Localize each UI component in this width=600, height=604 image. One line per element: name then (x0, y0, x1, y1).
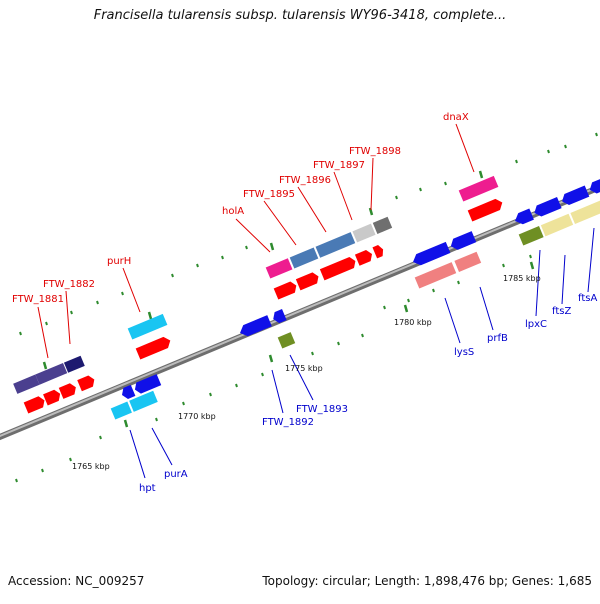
outer-ticks-bottom (15, 254, 532, 483)
gene-label-ftw-1898[interactable]: FTW_1898 (349, 146, 401, 157)
gene-hpt-arrow[interactable] (120, 384, 136, 401)
gene-hpt-block[interactable] (110, 401, 132, 420)
gene-blue-1[interactable] (133, 374, 162, 395)
gene-label-purh[interactable]: purH (107, 256, 131, 267)
gene-red-2[interactable] (43, 388, 62, 406)
outer-ticks-top (19, 132, 598, 336)
gene-ftsa-block[interactable] (570, 199, 600, 225)
gene-label-ftw-1882[interactable]: FTW_1882 (43, 279, 95, 290)
gene-ftw-1898-block[interactable] (372, 216, 393, 234)
gene-red-6[interactable] (273, 280, 299, 300)
gene-blue-3[interactable] (532, 197, 562, 218)
gene-label-ftw-1881[interactable]: FTW_1881 (12, 294, 64, 305)
scale-label-1770: 1770 kbp (178, 412, 216, 421)
scale-label-1765: 1765 kbp (72, 462, 110, 471)
genes-reverse (110, 177, 600, 420)
gene-red-5[interactable] (135, 335, 173, 360)
gene-ftw-1892-arrow[interactable] (238, 315, 272, 338)
gene-label-pura[interactable]: purA (164, 469, 188, 480)
gene-ftw-1883-block[interactable] (63, 355, 85, 373)
gene-red-10[interactable] (372, 244, 385, 259)
gene-red-9[interactable] (354, 248, 374, 266)
gene-dnax-block[interactable] (458, 175, 499, 202)
gene-red-4[interactable] (77, 374, 96, 392)
scale-label-1780: 1780 kbp (394, 318, 432, 327)
gene-label-ftsa[interactable]: ftsA (578, 293, 597, 304)
gene-label-ftw-1893[interactable]: FTW_1893 (296, 404, 348, 415)
gene-label-ftw-1895[interactable]: FTW_1895 (243, 189, 295, 200)
gene-label-hpt[interactable]: hpt (139, 483, 156, 494)
gene-prfb-arrow[interactable] (449, 231, 477, 252)
gene-ftw-1881-block[interactable] (13, 374, 40, 394)
gene-labels-top: FTW_1881 FTW_1882 purH holA FTW_1895 FTW… (12, 112, 469, 305)
gene-red-8[interactable] (319, 255, 358, 281)
leader-lines-bottom (129, 227, 595, 479)
gene-blue-2[interactable] (513, 208, 534, 227)
gene-red-1[interactable] (23, 395, 47, 414)
gene-labels-bottom: hpt purA FTW_1892 FTW_1893 lysS prfB lpx… (139, 293, 597, 494)
gene-label-dnax[interactable]: dnaX (443, 112, 469, 123)
gene-label-lpxc[interactable]: lpxC (525, 319, 547, 330)
outer-ticks-top-major (42, 170, 484, 370)
gene-label-ftw-1892[interactable]: FTW_1892 (262, 417, 314, 428)
gene-ftsz-block[interactable] (540, 213, 574, 237)
gene-lyss-block[interactable] (414, 262, 457, 289)
scale-label-1785: 1785 kbp (503, 274, 541, 283)
gene-ftw-1896-block[interactable] (315, 232, 356, 258)
map-title: Francisella tularensis subsp. tularensis… (93, 8, 507, 23)
gene-label-ftsz[interactable]: ftsZ (552, 306, 571, 317)
gene-label-hola[interactable]: holA (222, 206, 244, 217)
leader-lines-top (37, 123, 475, 359)
gene-purh-block[interactable] (127, 313, 168, 340)
scale-label-1775: 1775 kbp (285, 364, 323, 373)
gene-red-3[interactable] (58, 382, 78, 399)
gene-hola-block[interactable] (265, 258, 293, 279)
gene-lyss-arrow[interactable] (411, 241, 451, 268)
accession-text: Accession: NC_009257 (8, 574, 145, 588)
gene-lpxc-block[interactable] (518, 226, 544, 246)
outer-ticks-bottom-major (123, 261, 535, 428)
scale-labels: 1765 kbp 1770 kbp 1775 kbp 1780 kbp 1785… (72, 274, 541, 471)
gene-ftw-1893-block[interactable] (277, 332, 296, 349)
gene-label-ftw-1897[interactable]: FTW_1897 (313, 160, 365, 171)
gene-label-prfb[interactable]: prfB (487, 333, 508, 344)
genes-forward (13, 175, 505, 414)
gene-ftw-1882-block[interactable] (35, 363, 68, 385)
gene-red-11[interactable] (467, 197, 505, 222)
gene-label-lyss[interactable]: lysS (454, 347, 474, 358)
gene-pura-block[interactable] (129, 390, 158, 412)
genome-backbone (0, 183, 600, 441)
gene-ftw-1893-arrow[interactable] (271, 309, 287, 325)
gene-label-ftw-1896[interactable]: FTW_1896 (279, 175, 331, 186)
gene-ftw-1897-block[interactable] (352, 223, 376, 243)
gene-blue-4[interactable] (560, 185, 590, 206)
genome-summary-text: Topology: circular; Length: 1,898,476 bp… (262, 574, 592, 588)
gene-ftw-1895-block[interactable] (289, 247, 319, 269)
gene-prfb-block[interactable] (454, 251, 482, 273)
gene-red-7[interactable] (295, 271, 321, 291)
